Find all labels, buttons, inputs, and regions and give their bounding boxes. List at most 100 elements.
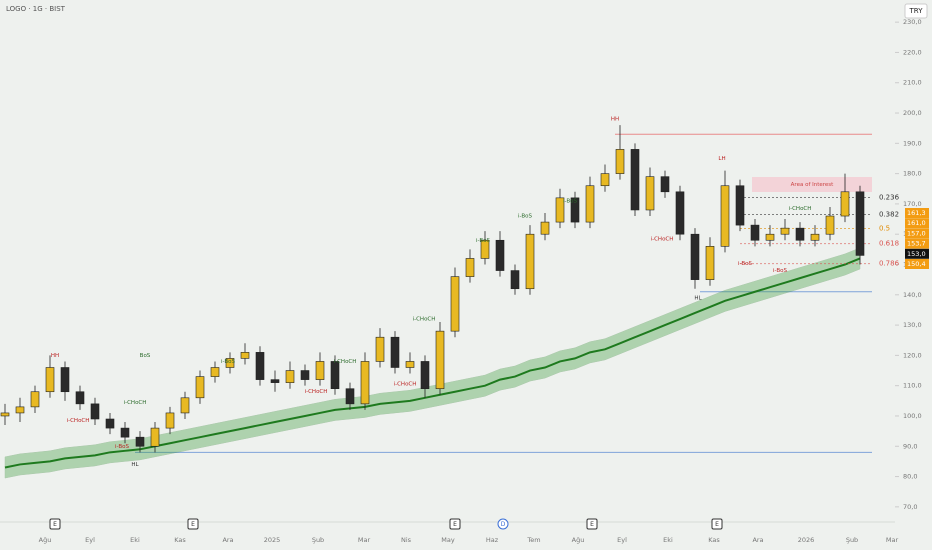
candle-body	[615, 149, 625, 174]
annotation: i-BoS	[738, 261, 752, 267]
y-tick-label: 230,0	[903, 18, 922, 26]
candle-body	[495, 239, 505, 271]
candle-body	[270, 379, 280, 383]
price-label: 150,4	[907, 260, 926, 268]
candle-body	[105, 418, 115, 429]
y-tick-label: 130,0	[903, 321, 922, 329]
candle-body	[120, 427, 130, 438]
x-tick-label: Ara	[752, 536, 763, 544]
candle-body	[360, 361, 370, 405]
annotation: i-BoS	[773, 268, 787, 274]
event-label: E	[53, 521, 57, 528]
annotation: i-CHoCH	[334, 359, 357, 365]
candle-body	[855, 191, 865, 256]
annotation: i-BoS	[115, 444, 129, 450]
candle-body	[765, 233, 775, 241]
y-tick-label: 180,0	[903, 170, 922, 178]
annotation: i-CHoCH	[413, 317, 436, 323]
x-tick-label: 2026	[798, 536, 815, 544]
candle-body	[375, 336, 385, 362]
annotation: i-BoS	[476, 238, 490, 244]
price-label-box	[905, 238, 929, 249]
candle-body	[465, 258, 475, 277]
x-tick-label: Eyl	[85, 536, 95, 544]
x-tick-label: Mar	[358, 536, 371, 544]
y-tick-label: 110,0	[903, 382, 922, 390]
price-label-box	[905, 208, 929, 218]
annotation: BoS	[140, 353, 151, 359]
event-badge	[49, 518, 61, 530]
x-tick-label: Ağu	[572, 536, 585, 544]
event-badge	[187, 518, 199, 530]
candle-body	[570, 197, 580, 223]
candle-body	[75, 391, 85, 405]
chart-title: LOGO · 1G · BIST	[6, 5, 66, 13]
candle-body	[45, 367, 55, 393]
candle-body	[345, 388, 355, 405]
candle-body	[255, 352, 265, 380]
price-label: 161,0	[907, 219, 926, 227]
candle-body	[135, 436, 145, 447]
price-label-box	[905, 228, 929, 239]
event-badge	[449, 518, 461, 530]
candle-body	[600, 173, 610, 187]
fib-label: 0.236	[879, 194, 900, 202]
candle-body	[735, 185, 745, 226]
annotation: Area of Interest	[791, 182, 834, 188]
x-tick-label: Eyl	[617, 536, 627, 544]
annotation: HL	[694, 295, 702, 301]
candle-body	[660, 176, 670, 193]
fib-label: 0.5	[879, 224, 890, 232]
candle-body	[285, 370, 295, 383]
event-label: E	[590, 521, 594, 528]
candle-body	[705, 246, 715, 280]
y-tick-label: 70,0	[903, 503, 917, 511]
candle-body	[60, 367, 70, 393]
candle-body	[510, 270, 520, 290]
event-badge	[586, 518, 598, 530]
event-label: D	[501, 521, 506, 528]
candle-body	[840, 191, 850, 217]
candle-body	[825, 215, 835, 235]
candle-body	[540, 221, 550, 235]
currency-box[interactable]	[904, 3, 928, 19]
candle-body	[585, 185, 595, 223]
annotation: HH	[51, 353, 59, 359]
annotation: i-CHoCH	[305, 389, 328, 395]
price-label: 157,0	[907, 229, 926, 237]
annotation: i-BoS	[221, 359, 235, 365]
area-of-interest	[752, 177, 872, 192]
candle-body	[210, 367, 220, 377]
event-label: E	[453, 521, 457, 528]
candle-body	[450, 276, 460, 332]
price-label: 153,7	[907, 240, 926, 248]
x-tick-label: Ara	[222, 536, 233, 544]
price-label: 161,3	[907, 209, 926, 217]
candle-body	[435, 330, 445, 390]
x-tick-label: Nis	[401, 536, 412, 544]
annotation: i-BoS	[563, 198, 577, 204]
price-label-box	[905, 218, 929, 229]
x-tick-label: May	[441, 536, 455, 544]
annotation: i-CHoCH	[67, 418, 90, 424]
x-tick-label: Kas	[174, 536, 186, 544]
x-tick-label: 2025	[264, 536, 281, 544]
candle-body	[720, 185, 730, 247]
y-tick-label: 210,0	[903, 79, 922, 87]
x-tick-label: Şub	[846, 536, 858, 544]
price-label-box	[905, 259, 929, 269]
price-label: 153,0	[907, 250, 926, 258]
candle-body	[180, 397, 190, 414]
event-label: E	[715, 521, 719, 528]
fib-label: 0.786	[879, 260, 900, 268]
candle-body	[675, 191, 685, 235]
candle-body	[300, 370, 310, 380]
annotation: i-CHoCH	[124, 400, 147, 406]
candle-body	[195, 376, 205, 399]
x-tick-label: Ağu	[39, 536, 52, 544]
annotation: LH	[718, 156, 725, 162]
price-label-box	[905, 248, 929, 259]
candle-body	[645, 176, 655, 211]
event-badge	[711, 518, 723, 530]
